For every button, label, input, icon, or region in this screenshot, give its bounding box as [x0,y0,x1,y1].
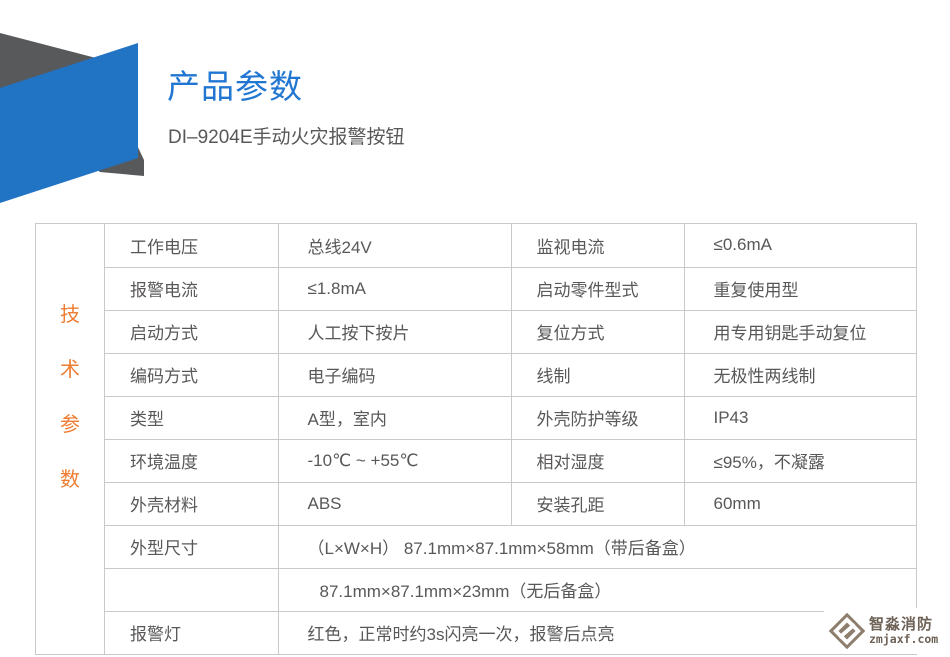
spec-label-cell: 报警电流 [105,266,279,311]
spec-label-cell: 监视电流 [510,224,685,268]
ribbon-graphic [0,33,144,203]
side-label-char: 数 [60,469,80,491]
spec-value-cell: 总线24V [277,224,512,268]
page-title: 产品参数 [167,68,303,105]
spec-label-cell: 外壳材料 [105,481,279,526]
spec-label-cell: 启动方式 [105,309,279,354]
watermark-text: 智淼消防 zmjaxf.com [869,617,938,646]
spec-value-cell: 电子编码 [277,352,512,397]
ribbon-blue-shape [0,43,138,203]
spec-label-cell: 环境温度 [105,438,279,483]
spec-label-cell: 外壳防护等级 [510,395,685,440]
spec-label-cell [105,567,279,612]
logo-diamond-outline [828,612,866,650]
spec-value-cell: 红色，正常时约3s闪亮一次，报警后点亮 [277,610,916,654]
logo-slash [838,622,856,640]
table-row: 编码方式 电子编码 线制 无极性两线制 [105,352,916,397]
spec-label-cell: 报警灯 [105,610,279,654]
spec-table: 技术参数 工作电压 总线24V 监视电流 ≤0.6mA 报警电流 ≤1.8mA 启动零件型式… [35,223,917,655]
table-row: 启动方式 人工按下按片 复位方式 用专用钥匙手动复位 [105,309,916,354]
spec-label-cell: 线制 [510,352,685,397]
spec-label-cell: 相对湿度 [510,438,685,483]
spec-value-cell: 重复使用型 [683,266,916,311]
spec-table-body: 工作电压 总线24V 监视电流 ≤0.6mA 报警电流 ≤1.8mA 启动零件型式 重复使用型… [105,224,916,654]
spec-value-cell: 无极性两线制 [683,352,916,397]
watermark-site-url: zmjaxf.com [869,631,939,646]
table-row: 外壳材料 ABS 安装孔距 60mm [105,481,916,526]
spec-grid: 工作电压 总线24V 监视电流 ≤0.6mA 报警电流 ≤1.8mA 启动零件型式 重复使用型… [105,224,916,654]
table-row: 工作电压 总线24V 监视电流 ≤0.6mA [105,224,916,268]
watermark-logo-icon [828,612,866,650]
table-row: 87.1mm×87.1mm×23mm（无后备盒） [105,567,916,612]
spec-value-cell: 87.1mm×87.1mm×23mm（无后备盒） [277,567,916,612]
spec-value-cell: 人工按下按片 [277,309,512,354]
spec-value-cell: IP43 [683,395,916,440]
decorative-ribbon [0,0,150,212]
table-row: 报警灯 红色，正常时约3s闪亮一次，报警后点亮 [105,610,916,654]
side-label-char: 术 [60,359,80,381]
spec-label-cell: 类型 [105,395,279,440]
spec-value-cell: 用专用钥匙手动复位 [683,309,916,354]
spec-value-cell: A型，室内 [277,395,512,440]
spec-label-cell: 工作电压 [105,224,279,268]
spec-value-cell: ≤95%，不凝露 [683,438,916,483]
side-label-char: 技 [60,304,80,326]
spec-value-cell: ABS [277,481,512,526]
spec-label-cell: 编码方式 [105,352,279,397]
watermark-brand-name: 智淼消防 [869,615,934,633]
table-row: 环境温度 -10℃ ~ +55℃ 相对湿度 ≤95%，不凝露 [105,438,916,483]
spec-value-cell: ≤1.8mA [277,266,512,311]
table-row: 报警电流 ≤1.8mA 启动零件型式 重复使用型 [105,266,916,311]
table-side-label: 技术参数 [36,224,105,654]
spec-value-cell: -10℃ ~ +55℃ [277,438,512,483]
spec-label-cell: 安装孔距 [510,481,685,526]
side-label-char: 参 [60,414,80,436]
watermark: 智淼消防 zmjaxf.com [824,608,944,654]
spec-value-cell: 60mm [683,481,916,526]
spec-label-cell: 启动零件型式 [510,266,685,311]
spec-value-cell: （L×W×H） 87.1mm×87.1mm×58mm（带后备盒） [277,524,916,569]
table-row: 外型尺寸 （L×W×H） 87.1mm×87.1mm×58mm（带后备盒） [105,524,916,569]
table-row: 类型 A型，室内 外壳防护等级 IP43 [105,395,916,440]
spec-value-cell: ≤0.6mA [683,224,916,268]
spec-label-cell: 外型尺寸 [105,524,279,569]
spec-label-cell: 复位方式 [510,309,685,354]
product-subtitle: DI–9204E手动火灾报警按钮 [168,127,405,148]
